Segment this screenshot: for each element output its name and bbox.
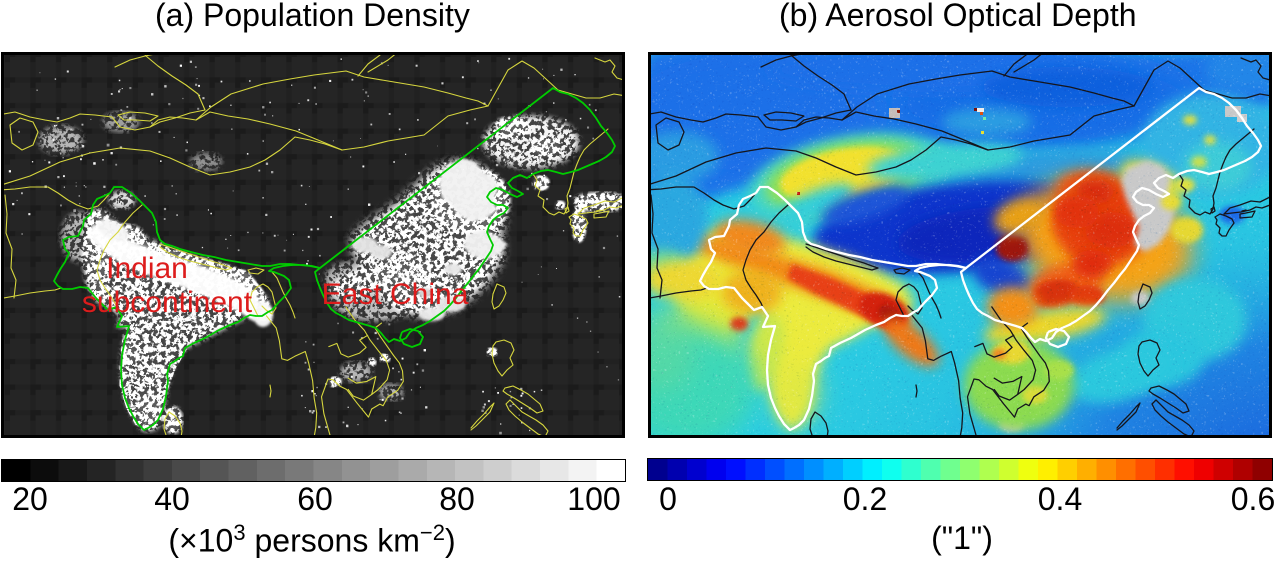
svg-text:East China: East China (322, 278, 469, 311)
svg-text:Indian: Indian (106, 252, 188, 285)
svg-text:subcontinent: subcontinent (82, 286, 253, 319)
